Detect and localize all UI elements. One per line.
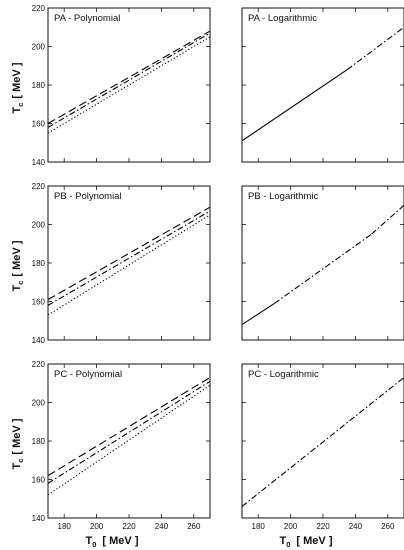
series-line-dashdot xyxy=(48,32,210,128)
plot-frame xyxy=(47,363,211,519)
x-tick-label: 260 xyxy=(381,522,395,531)
y-tick-label: 160 xyxy=(32,120,46,129)
x-tick-label: 260 xyxy=(187,522,201,531)
y-axis-title-row-1: Tc[ MeV ] xyxy=(11,62,25,113)
series-line-solid xyxy=(242,302,275,326)
chart-panel: 140 160 180 200 220 PB - Polynomial xyxy=(32,182,211,345)
series-line-solid xyxy=(242,69,348,142)
series-line-dashdot xyxy=(48,210,210,306)
chart-panel: PA - Logarithmic xyxy=(241,7,404,163)
plot-frame xyxy=(47,7,211,163)
y-axis-title-row-2: Tc[ MeV ] xyxy=(11,240,25,291)
y-tick-label: 220 xyxy=(32,4,46,13)
series-line-dashdot xyxy=(274,233,372,304)
y-axis-title-row-3: Tc[ MeV ] xyxy=(11,418,25,469)
x-axis-title-left: T0[ MeV ] xyxy=(86,535,139,549)
y-tick-label: 140 xyxy=(32,514,46,523)
series-line-dashed xyxy=(48,377,210,477)
x-axis-title-right: T0[ MeV ] xyxy=(280,535,333,549)
x-tick-label: 220 xyxy=(316,522,330,531)
y-tick-label: 180 xyxy=(32,437,46,446)
panel-title: PA - Polynomial xyxy=(54,13,120,24)
x-tick-label: 240 xyxy=(155,522,169,531)
series-line-dashdot xyxy=(346,26,404,71)
y-tick-label: 200 xyxy=(32,221,46,230)
y-tick-label: 220 xyxy=(32,182,46,191)
x-tick-label: 200 xyxy=(90,522,104,531)
y-tick-label: 160 xyxy=(32,476,46,485)
series-line-dashdot xyxy=(242,377,404,507)
x-tick-label: 180 xyxy=(252,522,266,531)
chart-panel: PB - Logarithmic xyxy=(241,185,404,341)
y-tick-label: 200 xyxy=(32,399,46,408)
series-line-dashdot xyxy=(48,380,210,484)
plot-frame xyxy=(47,185,211,341)
series-line-dashed xyxy=(48,206,210,301)
plot-frame xyxy=(241,7,404,163)
plot-frame xyxy=(241,363,404,519)
y-tick-label: 180 xyxy=(32,81,46,90)
chart-panel: 140 160 180 200 220 PA - Polynomial xyxy=(32,4,211,167)
plot-frame xyxy=(241,185,404,341)
y-tick-label: 220 xyxy=(32,360,46,369)
y-tick-label: 180 xyxy=(32,259,46,268)
y-tick-label: 200 xyxy=(32,43,46,52)
chart-panel: 180 200 220 240 260 140 160 180 200 220 PC - Polyn… xyxy=(32,360,211,531)
x-tick-label: 240 xyxy=(349,522,363,531)
series-line-dashed xyxy=(48,30,210,124)
x-tick-label: 180 xyxy=(58,522,72,531)
series-line-dashdot xyxy=(371,204,404,235)
series-line-dotted xyxy=(48,214,210,316)
y-tick-label: 160 xyxy=(32,298,46,307)
y-tick-label: 140 xyxy=(32,158,46,167)
series-line-dotted xyxy=(48,36,210,134)
panel-title: PC - Polynomial xyxy=(54,369,122,380)
panel-title: PB - Polynomial xyxy=(54,191,122,202)
x-tick-label: 200 xyxy=(284,522,298,531)
series-line-dotted xyxy=(48,384,210,496)
panel-title: PA - Logarithmic xyxy=(248,13,317,24)
y-tick-label: 140 xyxy=(32,336,46,345)
chart-panel: 180 200 220 240 260 PC - Logarithmic xyxy=(241,363,404,531)
panel-title: PC - Logarithmic xyxy=(248,369,319,380)
panels-group: 140 160 180 200 220 PA - Polynomial PA - Logar… xyxy=(32,4,404,531)
x-tick-label: 220 xyxy=(122,522,136,531)
panel-title: PB - Logarithmic xyxy=(248,191,318,202)
